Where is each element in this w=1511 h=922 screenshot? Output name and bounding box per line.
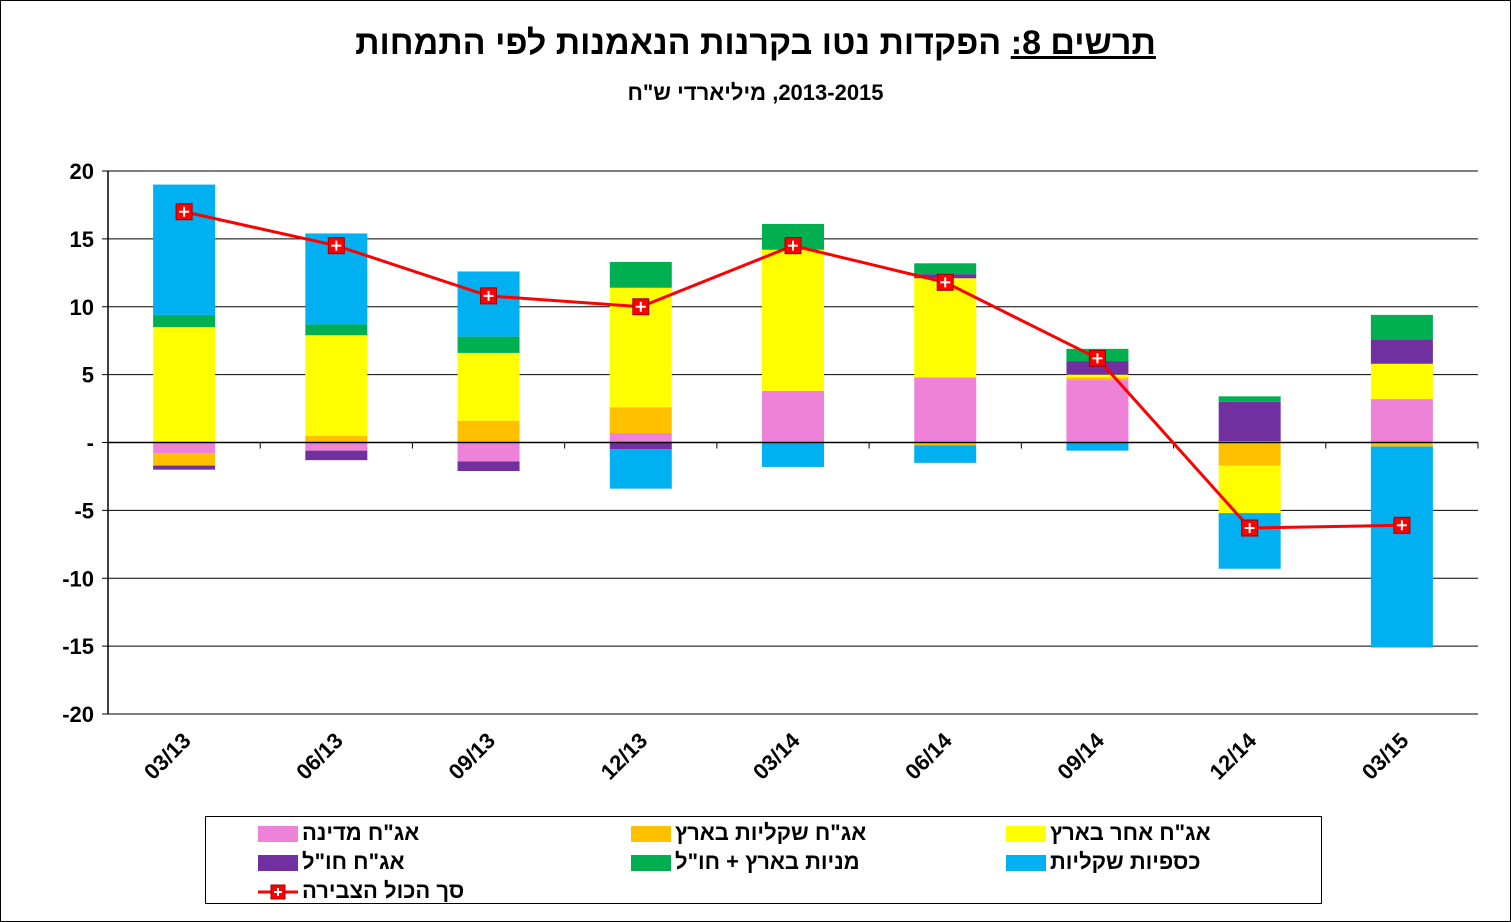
bar-equities-06/14: [914, 263, 977, 275]
bar-equities-09/13: [457, 336, 520, 353]
x-tick-label-12/13: 12/13: [596, 728, 653, 785]
chart-subtitle: 2013-2015, מיליארדי ש"ח: [627, 80, 884, 105]
bar-foreign_bonds-06/13: [305, 450, 368, 461]
legend-swatch-state_bonds: [258, 826, 298, 842]
bar-other_bonds-03/14: [762, 249, 824, 391]
x-tick-label-09/14: 09/14: [1052, 727, 1109, 784]
bar-foreign_bonds-03/15: [1370, 339, 1433, 364]
bar-other_bonds-03/15: [1370, 363, 1433, 400]
legend-label-shekel_bonds: אג"ח שקליות בארץ: [675, 820, 867, 845]
bar-money_market-03/15: [1370, 446, 1433, 648]
chart-title-prefix: תרשים 8:: [1010, 24, 1156, 62]
x-tick-labels: 03/13 06/13 09/13 12/13 03/14 06/14 09/14 12/14…: [139, 727, 1413, 784]
bar-state_bonds-09/13: [457, 442, 520, 462]
y-tick-label-7: -15: [62, 634, 94, 659]
y-tick-label-3: 5: [82, 363, 94, 388]
bar-shekel_bonds-12/14: [1218, 442, 1281, 466]
legend-swatch-equities: [631, 855, 671, 871]
y-tick-labels: 20 15 10 5 - -5 -10 -15 -20: [62, 159, 94, 727]
total-line: [175, 203, 1411, 537]
bar-state_bonds-12/13: [609, 432, 672, 443]
bar-equities-12/13: [609, 261, 672, 288]
x-tick-label-12/14: 12/14: [1205, 727, 1262, 784]
legend-swatch-other_bonds: [1006, 826, 1046, 842]
legend-item-equities: מניות בארץ + חו"ל: [631, 849, 991, 875]
x-tick-label-06/14: 06/14: [900, 727, 957, 784]
x-tick-label-03/15: 03/15: [1357, 728, 1414, 785]
legend-item-money_market: כספיות שקליות: [1006, 849, 1366, 875]
legend-item-other_bonds: אג"ח אחר בארץ: [1006, 820, 1366, 846]
bar-shekel_bonds-12/13: [609, 407, 672, 433]
bar-shekel_bonds-09/14: [1066, 377, 1129, 381]
bar-foreign_bonds-12/13: [609, 442, 672, 450]
bar-money_market-03/14: [762, 442, 824, 467]
legend-item-foreign_bonds: אג"ח חו"ל: [258, 849, 618, 875]
bar-equities-03/13: [153, 314, 216, 328]
y-tick-label-0: 20: [70, 159, 94, 184]
legend-swatch-money_market: [1006, 855, 1046, 871]
bar-shekel_bonds-06/13: [305, 435, 368, 443]
y-tick-label-1: 15: [70, 227, 94, 252]
bar-shekel_bonds-06/14: [914, 442, 977, 446]
bar-foreign_bonds-09/13: [457, 461, 520, 472]
x-tick-label-03/14: 03/14: [748, 727, 805, 784]
legend-swatch-foreign_bonds: [258, 855, 298, 871]
legend-label-other_bonds: אג"ח אחר בארץ: [1050, 820, 1211, 845]
legend-item-shekel_bonds: אג"ח שקליות בארץ: [631, 820, 991, 846]
bar-foreign_bonds-12/14: [1218, 401, 1281, 442]
y-tick-label-4: -: [87, 431, 94, 456]
bar-equities-12/14: [1218, 396, 1281, 402]
bar-equities-06/13: [305, 324, 368, 336]
legend-swatch-total_line: [258, 884, 298, 900]
legend-item-state_bonds: אג"ח מדינה: [258, 820, 618, 846]
bar-state_bonds-03/15: [1370, 399, 1433, 443]
bar-state_bonds-03/13: [153, 442, 216, 454]
y-tick-label-8: -20: [62, 702, 94, 727]
bar-foreign_bonds-03/13: [153, 465, 216, 470]
y-tick-label-5: -5: [74, 498, 94, 523]
bar-state_bonds-09/14: [1066, 380, 1129, 443]
bar-equities-03/15: [1370, 314, 1433, 340]
y-tick-label-2: 10: [70, 295, 94, 320]
legend-label-foreign_bonds: אג"ח חו"ל: [302, 849, 405, 874]
y-tick-label-6: -10: [62, 566, 94, 591]
chart-title-main: הפקדות נטו בקרנות הנאמנות לפי התמחות: [355, 24, 1011, 62]
bar-shekel_bonds-03/13: [153, 453, 216, 466]
legend-item-total_line: סך הכול הצבירה: [258, 878, 618, 904]
legend: אג"ח מדינה אג"ח שקליות בארץ אג"ח אחר בארץ א…: [205, 816, 1322, 904]
legend-line-icon: [258, 884, 298, 900]
bars: [153, 184, 1433, 648]
bar-money_market-12/13: [609, 449, 672, 489]
legend-label-money_market: כספיות שקליות: [1050, 849, 1201, 874]
bar-state_bonds-06/14: [914, 377, 977, 443]
chart-title: תרשים 8: הפקדות נטו בקרנות הנאמנות לפי ה…: [0, 24, 1511, 63]
bar-other_bonds-09/13: [457, 352, 520, 421]
bar-money_market-09/14: [1066, 442, 1129, 451]
axes: [102, 170, 1479, 715]
bar-shekel_bonds-03/15: [1370, 442, 1433, 447]
legend-label-state_bonds: אג"ח מדינה: [302, 820, 420, 845]
bar-other_bonds-09/14: [1066, 374, 1129, 378]
bar-money_market-06/14: [914, 445, 977, 463]
legend-swatch-shekel_bonds: [631, 826, 671, 842]
bar-state_bonds-06/13: [305, 442, 368, 451]
legend-label-equities: מניות בארץ + חו"ל: [675, 849, 860, 874]
bar-foreign_bonds-09/14: [1066, 361, 1129, 375]
bar-shekel_bonds-09/13: [457, 420, 520, 443]
bar-state_bonds-03/14: [762, 390, 824, 443]
bar-other_bonds-06/13: [305, 335, 368, 436]
legend-label-total_line: סך הכול הצבירה: [302, 878, 465, 903]
bar-other_bonds-06/14: [914, 278, 977, 378]
bar-other_bonds-03/13: [153, 327, 216, 443]
x-tick-label-03/13: 03/13: [139, 728, 196, 785]
x-tick-label-06/13: 06/13: [291, 728, 348, 785]
x-tick-label-09/13: 09/13: [443, 728, 500, 785]
